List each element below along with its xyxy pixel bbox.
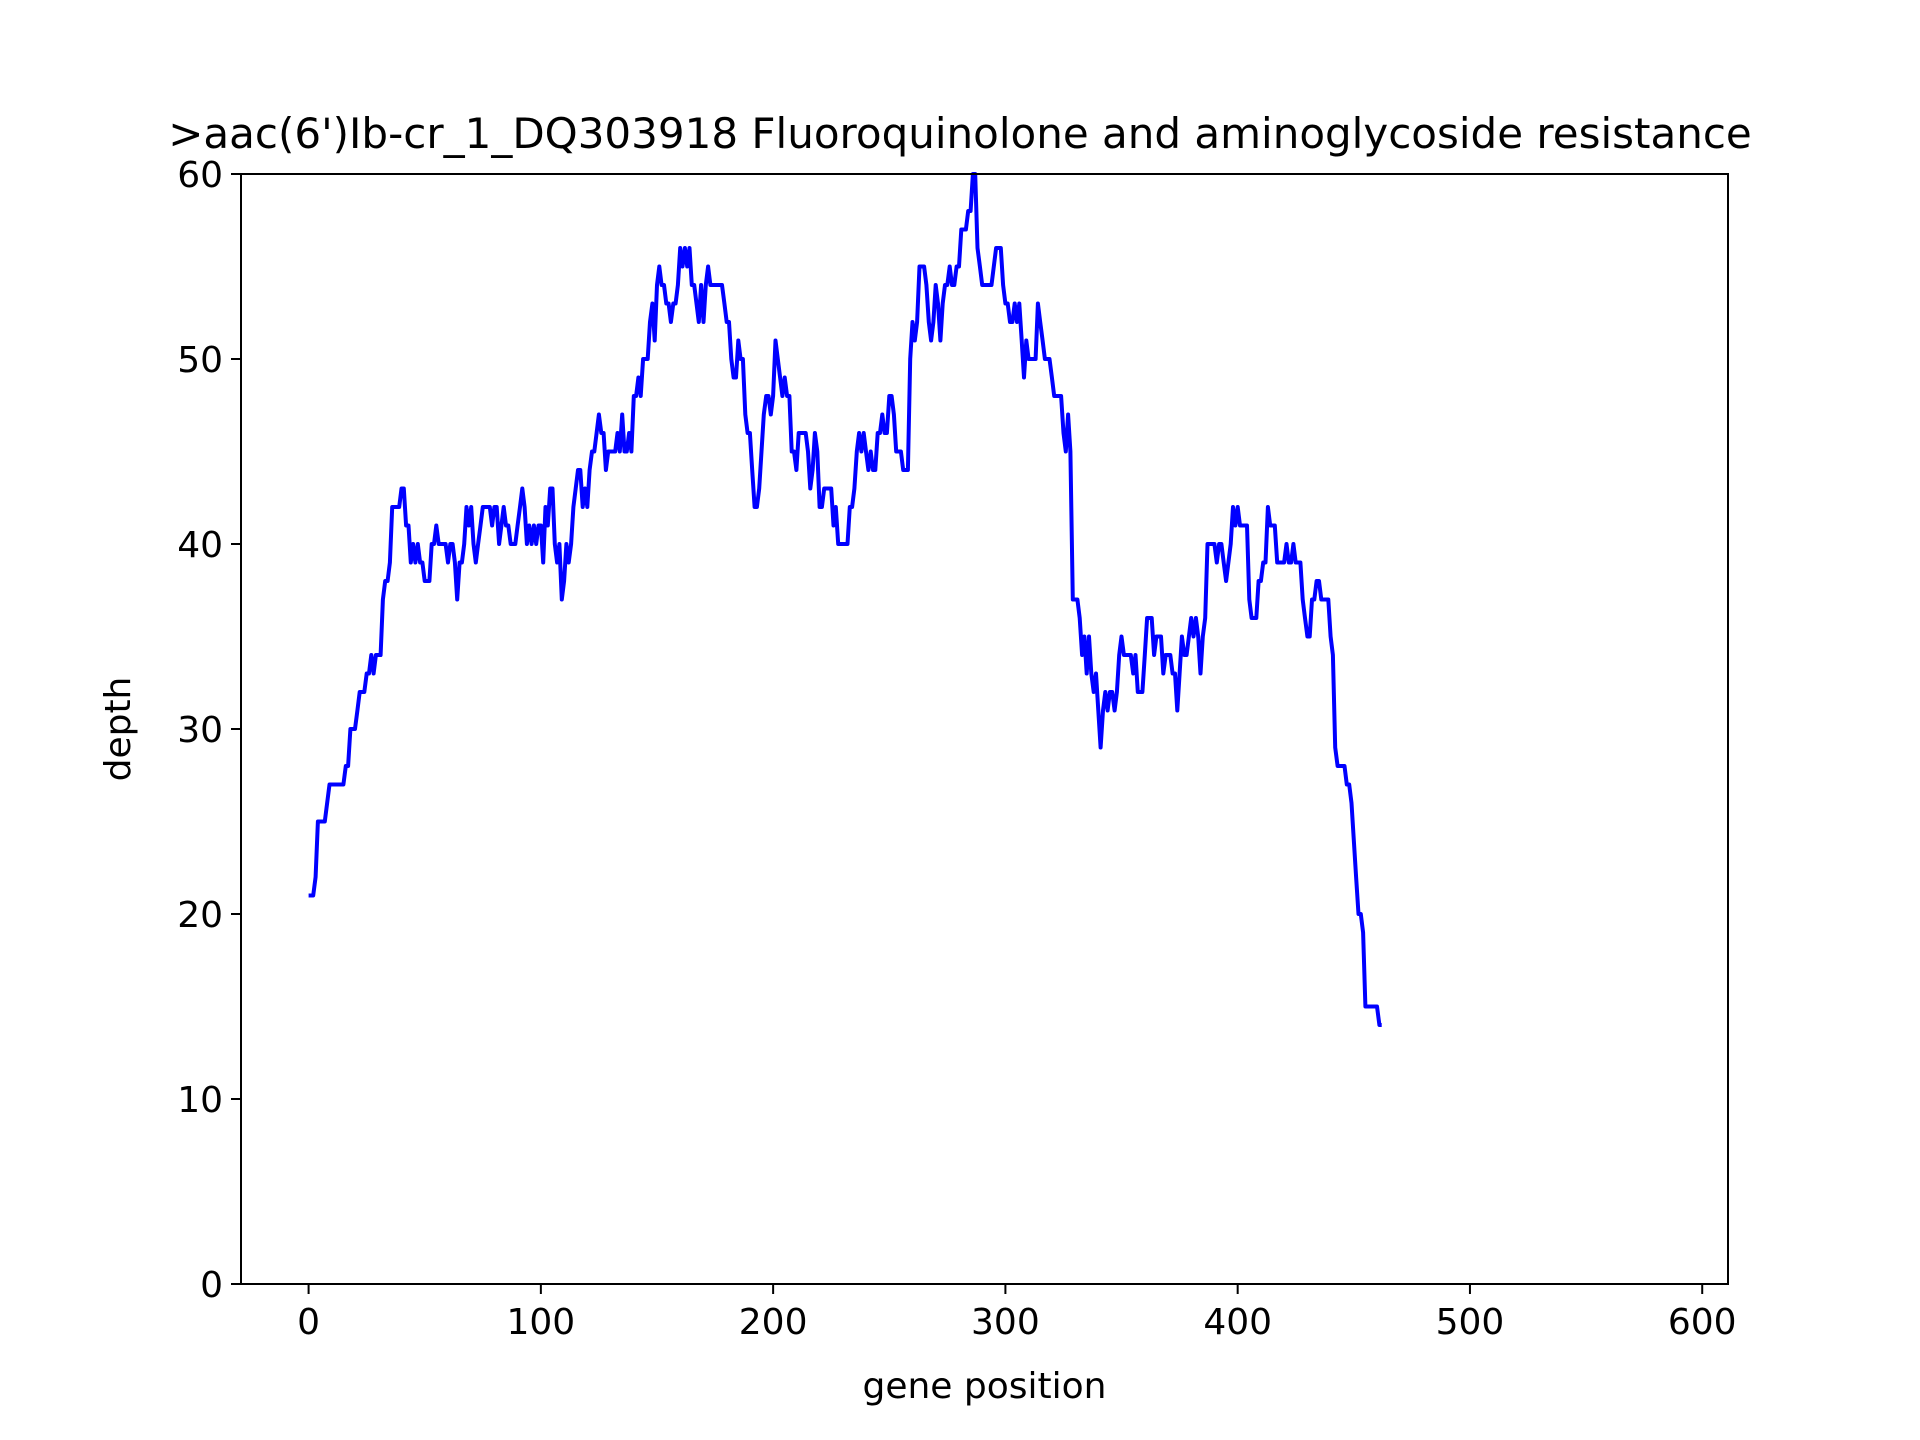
- y-tick-label: 10: [177, 1080, 223, 1121]
- chart-title: >aac(6')Ib-cr_1_DQ303918 Fluoroquinolone…: [168, 109, 1752, 158]
- depth-line: [308, 172, 1382, 1027]
- x-tick-label: 300: [971, 1302, 1040, 1343]
- y-tick-label: 30: [177, 710, 223, 751]
- x-tick-label: 600: [1668, 1302, 1737, 1343]
- y-tick-label: 0: [200, 1265, 223, 1306]
- x-tick-label: 100: [507, 1302, 576, 1343]
- y-axis-label: depth: [98, 677, 139, 782]
- axis-ticks: 0 100 200 300 400 500 600 0 10 20 30 40 50 60: [177, 155, 1736, 1343]
- x-tick-label: 500: [1436, 1302, 1505, 1343]
- y-tick-label: 50: [177, 340, 223, 381]
- x-tick-label: 400: [1203, 1302, 1272, 1343]
- x-tick-label: 0: [297, 1302, 320, 1343]
- plot-frame: [240, 173, 1729, 1285]
- y-tick-label: 20: [177, 895, 223, 936]
- x-axis-label: gene position: [862, 1366, 1106, 1407]
- plot-data: [308, 172, 1382, 1027]
- y-tick-label: 60: [177, 155, 223, 196]
- x-tick-label: 200: [739, 1302, 808, 1343]
- y-tick-label: 40: [177, 525, 223, 566]
